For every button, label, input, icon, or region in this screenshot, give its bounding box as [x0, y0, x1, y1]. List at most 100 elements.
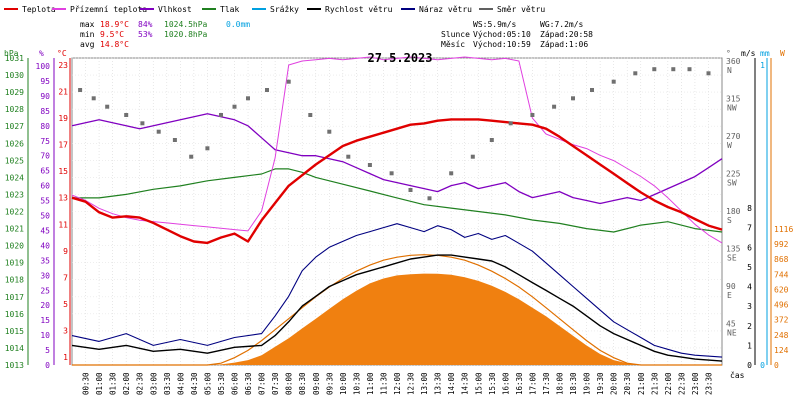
time-tick-label: 15:00	[474, 372, 483, 395]
pct-tick-label: 10	[40, 331, 50, 340]
temp-tick-label: 13	[58, 194, 68, 203]
time-tick-label: 19:00	[583, 372, 592, 395]
wind-direction-point	[265, 88, 269, 92]
dir-tick-deg: 135	[726, 245, 741, 254]
w-tick-label: 868	[774, 255, 789, 264]
stat-max-press: 1024.5hPa	[164, 20, 208, 29]
stat-avg-label: avg	[80, 40, 95, 49]
time-tick-label: 13:00	[420, 372, 429, 395]
stat-min-label: min	[80, 30, 95, 39]
time-tick-label: 23:00	[691, 372, 700, 395]
time-tick-label: 14:30	[461, 372, 470, 395]
wind-speed-line	[71, 254, 723, 362]
wind-direction-point	[706, 71, 711, 76]
legend-entry: Teplota	[22, 5, 56, 14]
hpa-axis-label: hPa	[4, 49, 19, 58]
ground-temperature-line	[71, 56, 723, 244]
time-tick-label: 09:30	[325, 372, 334, 395]
wind-speed-info: WS:5.9m/s	[473, 20, 517, 29]
wind-direction-point	[687, 67, 692, 72]
dir-tick-deg: 360	[726, 57, 741, 66]
pct-tick-label: 0	[45, 361, 50, 370]
hpa-tick-label: 1025	[5, 156, 24, 165]
series-lines	[71, 56, 723, 362]
hpa-tick-label: 1015	[5, 327, 24, 336]
pct-tick-label: 95	[40, 77, 50, 86]
wind-direction-point	[327, 129, 332, 134]
temp-tick-label: 21	[58, 88, 68, 97]
temp-tick-label: 11	[58, 220, 68, 229]
wind-direction-point	[286, 79, 291, 84]
legend-entry: Přízemní teplota	[70, 5, 147, 14]
pct-tick-label: 30	[40, 271, 50, 280]
ms-tick-label: 8	[747, 204, 752, 213]
pct-tick-label: 35	[40, 256, 50, 265]
wind-direction-point	[571, 96, 575, 101]
time-axis-label: čas	[730, 370, 745, 380]
sun-set: Západ:20:58	[540, 30, 593, 39]
time-tick-label: 16:00	[501, 372, 510, 395]
w-tick-label: 744	[774, 270, 789, 279]
time-tick-label: 06:00	[231, 372, 240, 395]
dir-tick-name: E	[727, 291, 732, 300]
stat-max-hum: 84%	[138, 20, 153, 29]
time-tick-label: 14:00	[447, 372, 456, 395]
wind-direction-point	[156, 129, 161, 134]
wind-gust-line	[71, 223, 723, 358]
pct-tick-label: 60	[40, 182, 50, 191]
temperature-line	[71, 118, 723, 245]
ms-tick-label: 1	[747, 341, 752, 350]
mm-tick-label: 0	[760, 361, 765, 370]
time-tick-label: 13:30	[434, 372, 443, 395]
wind-direction-point	[172, 138, 177, 142]
pct-tick-label: 75	[40, 137, 50, 146]
temp-tick-label: 1	[63, 353, 68, 362]
w-tick-label: 496	[774, 301, 789, 310]
pct-tick-label: 80	[40, 122, 50, 131]
hpa-tick-label: 1023	[5, 190, 24, 199]
wind-direction-point	[91, 96, 96, 101]
time-tick-label: 07:30	[271, 372, 280, 395]
w-tick-label: 620	[774, 285, 789, 294]
hpa-tick-label: 1016	[5, 310, 24, 319]
ms-tick-label: 5	[747, 263, 752, 272]
pct-tick-label: 45	[40, 226, 50, 235]
time-tick-label: 20:30	[623, 372, 632, 395]
time-tick-label: 22:00	[664, 372, 673, 395]
wind-direction-point	[611, 79, 616, 84]
pct-tick-label: 40	[40, 241, 50, 250]
mm-tick-label: 1	[760, 61, 765, 70]
wind-direction-point	[389, 171, 394, 176]
time-tick-label: 01:00	[95, 372, 104, 395]
time-tick-label: 10:00	[339, 372, 348, 395]
ms-tick-label: 3	[747, 302, 752, 311]
hpa-tick-label: 1030	[5, 71, 24, 80]
stat-max-rain: 0.0mm	[226, 20, 250, 29]
pressure-line	[72, 168, 723, 233]
time-tick-label: 16:30	[515, 372, 524, 395]
hpa-tick-label: 1013	[5, 361, 24, 370]
ms-tick-label: 6	[747, 243, 752, 252]
wind-direction-point	[189, 154, 194, 159]
hpa-tick-label: 1031	[5, 54, 24, 63]
time-tick-label: 02:30	[136, 372, 145, 395]
temp-tick-label: 19	[58, 114, 68, 123]
time-tick-label: 18:00	[556, 372, 565, 395]
time-tick-label: 03:30	[163, 372, 172, 395]
wind-direction-point	[105, 104, 110, 109]
time-tick-label: 18:30	[569, 372, 578, 395]
dir-tick-name: N	[727, 66, 732, 75]
wind-direction-point	[530, 113, 535, 117]
wind-direction-point	[508, 121, 513, 126]
w-tick-label: 0	[774, 361, 779, 370]
time-tick-label: 04:00	[176, 372, 185, 395]
hpa-tick-label: 1026	[5, 139, 24, 148]
time-tick-label: 22:30	[677, 372, 686, 395]
time-tick-label: 10:30	[352, 372, 361, 395]
dir-tick-deg: 270	[726, 132, 741, 141]
dir-tick-name: NE	[727, 329, 737, 338]
solar-radiation-area	[72, 273, 722, 365]
radiation-area	[72, 254, 722, 366]
wind-direction-point	[489, 138, 494, 142]
